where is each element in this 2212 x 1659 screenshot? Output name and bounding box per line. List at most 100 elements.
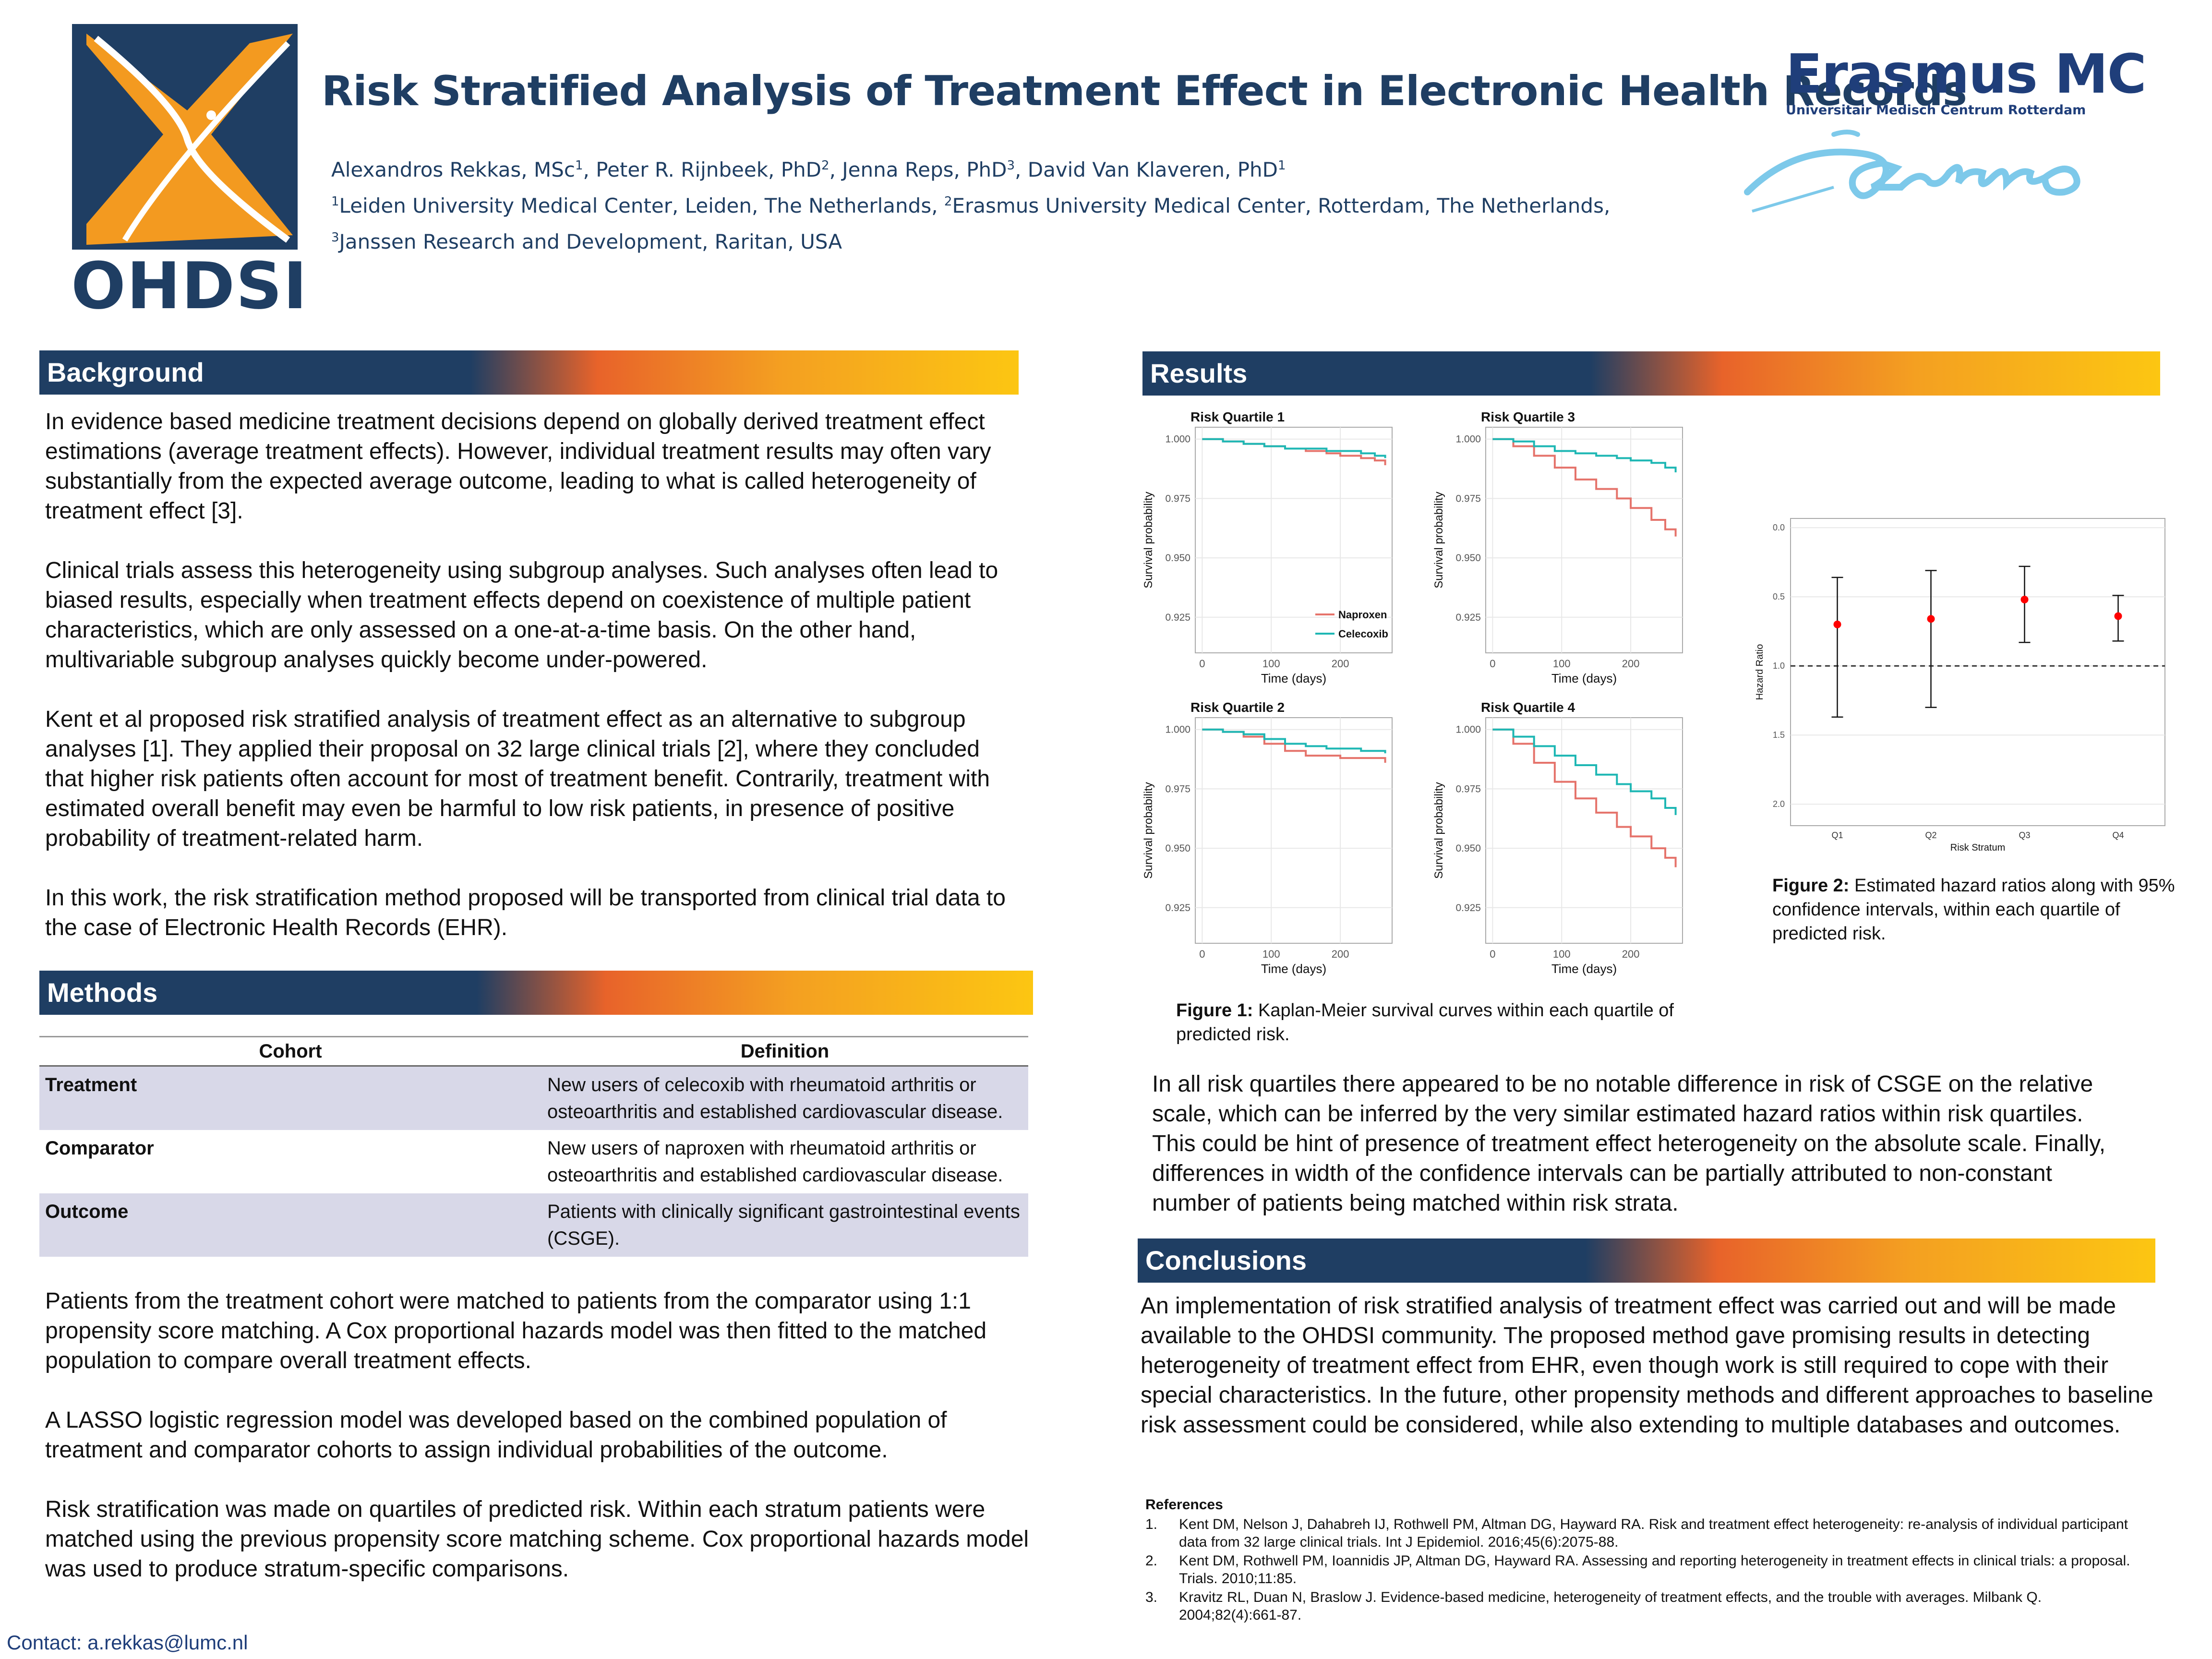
km-series-line-celecoxib (1202, 438, 1386, 458)
author-affil-sup: 3 (1007, 158, 1015, 173)
km-x-tick-label: 200 (1332, 948, 1349, 960)
km-panel-title: Risk Quartile 2 (1190, 700, 1285, 715)
km-y-tick-label: 1.000 (1455, 434, 1481, 445)
km-panel: Risk Quartile 1 0 100 200 1.000 0.975 0.950 0.9… (1142, 409, 1393, 685)
author-name: Peter R. Rijnbeek, PhD (596, 158, 822, 181)
reference-text: Kent DM, Rothwell PM, Ioannidis JP, Altm… (1179, 1553, 2130, 1587)
methods-paragraph: Risk stratification was made on quartile… (45, 1497, 1029, 1582)
km-x-axis-label: Time (days) (1551, 671, 1617, 685)
cohort-cell: Treatment (39, 1066, 541, 1130)
hr-point (1927, 615, 1935, 623)
km-x-tick-label: 100 (1553, 658, 1571, 670)
hr-point (2114, 612, 2122, 620)
hr-x-tick-label: Q4 (2112, 830, 2124, 840)
background-paragraph: In this work, the risk stratification me… (45, 885, 1006, 940)
km-series-line-celecoxib (1492, 438, 1677, 472)
km-y-axis-label: Survival probability (1432, 492, 1445, 588)
hr-point (1833, 620, 1841, 628)
affil-sup: 3 (331, 230, 339, 245)
author-affil-sup: 2 (821, 158, 830, 173)
km-panel: Risk Quartile 3 0 100 200 1.000 0.975 0.950 0.9… (1432, 409, 1683, 685)
km-y-axis-label: Survival probability (1142, 782, 1155, 878)
hr-y-tick-label: 1.0 (1773, 661, 1785, 671)
reference-number: 1. (1145, 1516, 1158, 1532)
table-header-cohort: Cohort (39, 1036, 541, 1067)
hazard-ratio-figure: 0.0 0.5 1.0 1.5 2.0 Q1 Q2 Q3 Q4 Risk Stratum Hazar… (1755, 518, 2165, 853)
erasmus-logo: Erasmus MC Universitair Medisch Centrum … (1744, 43, 2170, 235)
km-plot-area (1485, 717, 1683, 944)
hr-y-tick-label: 0.0 (1773, 523, 1785, 532)
km-y-tick-label: 0.975 (1455, 493, 1481, 504)
km-panel-title: Risk Quartile 3 (1481, 409, 1575, 424)
references-heading: References (1145, 1497, 1223, 1513)
table-header-row: Cohort Definition (39, 1036, 1028, 1067)
definition-cell: Patients with clinically significant gas… (541, 1193, 1028, 1257)
table-row: Comparator New users of naproxen with rh… (39, 1130, 1028, 1193)
table-header-definition: Definition (541, 1036, 1028, 1067)
erasmus-signature-icon (1744, 130, 2080, 213)
reference-item: 3. Kravitz RL, Duan N, Braslow J. Eviden… (1145, 1588, 2134, 1624)
km-x-tick-label: 100 (1262, 948, 1280, 960)
references-section: References 1. Kent DM, Nelson J, Dahabre… (1145, 1496, 2134, 1624)
km-y-tick-label: 0.925 (1455, 612, 1481, 623)
km-panel-title: Risk Quartile 1 (1190, 409, 1285, 424)
hr-y-tick-label: 1.5 (1773, 730, 1785, 740)
km-y-tick-label: 1.000 (1165, 724, 1190, 735)
background-heading: Background (39, 350, 1019, 395)
cohort-table: Cohort Definition Treatment New users of… (39, 1036, 1028, 1257)
km-series-line-naproxen (1492, 728, 1677, 867)
kaplan-meier-figure: Risk Quartile 1 0 100 200 1.000 0.975 0.950 0.9… (1142, 409, 1683, 976)
figure-1-text: Kaplan-Meier survival curves within each… (1176, 1000, 1674, 1045)
conclusions-paragraph: An implementation of risk stratified ana… (1141, 1293, 2153, 1438)
reference-item: 2. Kent DM, Rothwell PM, Ioannidis JP, A… (1145, 1552, 2134, 1587)
km-x-tick-label: 0 (1199, 948, 1205, 960)
km-x-axis-label: Time (days) (1551, 962, 1617, 976)
km-y-axis-label: Survival probability (1142, 492, 1155, 588)
km-panel: Risk Quartile 2 0 100 200 1.000 0.975 0.950 0.9… (1142, 700, 1393, 976)
km-y-tick-label: 0.975 (1455, 783, 1481, 794)
hr-plot-area (1790, 518, 2165, 826)
km-x-tick-label: 100 (1553, 948, 1571, 960)
cohort-cell: Outcome (39, 1193, 541, 1257)
km-plot-area (1195, 427, 1393, 653)
figure-2-text: Estimated hazard ratios along with 95% c… (1772, 876, 2175, 944)
methods-heading: Methods (39, 971, 1033, 1015)
km-x-tick-label: 0 (1490, 948, 1495, 960)
km-x-tick-label: 200 (1622, 658, 1640, 670)
table-row: Outcome Patients with clinically signifi… (39, 1193, 1028, 1257)
hr-x-axis-label: Risk Stratum (1950, 842, 2005, 853)
km-y-tick-label: 0.925 (1165, 612, 1190, 623)
km-y-tick-label: 0.975 (1165, 783, 1190, 794)
km-y-tick-label: 0.975 (1165, 493, 1190, 504)
km-x-tick-label: 200 (1332, 658, 1349, 670)
contact-link[interactable]: Contact: a.rekkas@lumc.nl (7, 1631, 248, 1654)
reference-number: 3. (1145, 1589, 1158, 1605)
cohort-cell: Comparator (45, 1138, 154, 1159)
affiliation-line: 3Janssen Research and Development, Rarit… (331, 222, 1610, 258)
background-section: In evidence based medicine treatment dec… (45, 407, 1020, 973)
km-x-tick-label: 100 (1262, 658, 1280, 670)
reference-item: 1. Kent DM, Nelson J, Dahabreh IJ, Rothw… (1145, 1515, 2134, 1551)
figure-1-label: Figure 1: (1176, 1000, 1253, 1021)
hr-y-axis-label: Hazard Ratio (1755, 644, 1765, 700)
background-paragraph: In evidence based medicine treatment dec… (45, 409, 991, 524)
km-y-tick-label: 0.950 (1165, 553, 1190, 564)
figure-2-caption: Figure 2: Estimated hazard ratios along … (1772, 874, 2176, 946)
km-plot-area (1195, 717, 1393, 944)
background-paragraph: Kent et al proposed risk stratified anal… (45, 707, 990, 851)
erasmus-logo-subtitle: Universitair Medisch Centrum Rotterdam (1786, 103, 2086, 118)
author-affil-sup: 1 (575, 158, 583, 173)
hr-x-tick-label: Q2 (1925, 830, 1936, 840)
ohdsi-logo: OHDSI (67, 24, 307, 324)
km-y-tick-label: 0.925 (1455, 902, 1481, 914)
km-y-tick-label: 1.000 (1455, 724, 1481, 735)
km-y-axis-label: Survival probability (1432, 782, 1445, 878)
km-x-tick-label: 0 (1490, 658, 1495, 670)
affil-sup: 1 (331, 194, 339, 209)
background-paragraph: Clinical trials assess this heterogeneit… (45, 558, 998, 673)
km-legend-label: Celecoxib (1338, 628, 1388, 640)
km-series-line-naproxen (1492, 438, 1677, 537)
methods-paragraph: A LASSO logistic regression model was de… (45, 1407, 947, 1463)
methods-section: Patients from the treatment cohort were … (45, 1286, 1034, 1614)
km-y-tick-label: 0.950 (1165, 843, 1190, 854)
